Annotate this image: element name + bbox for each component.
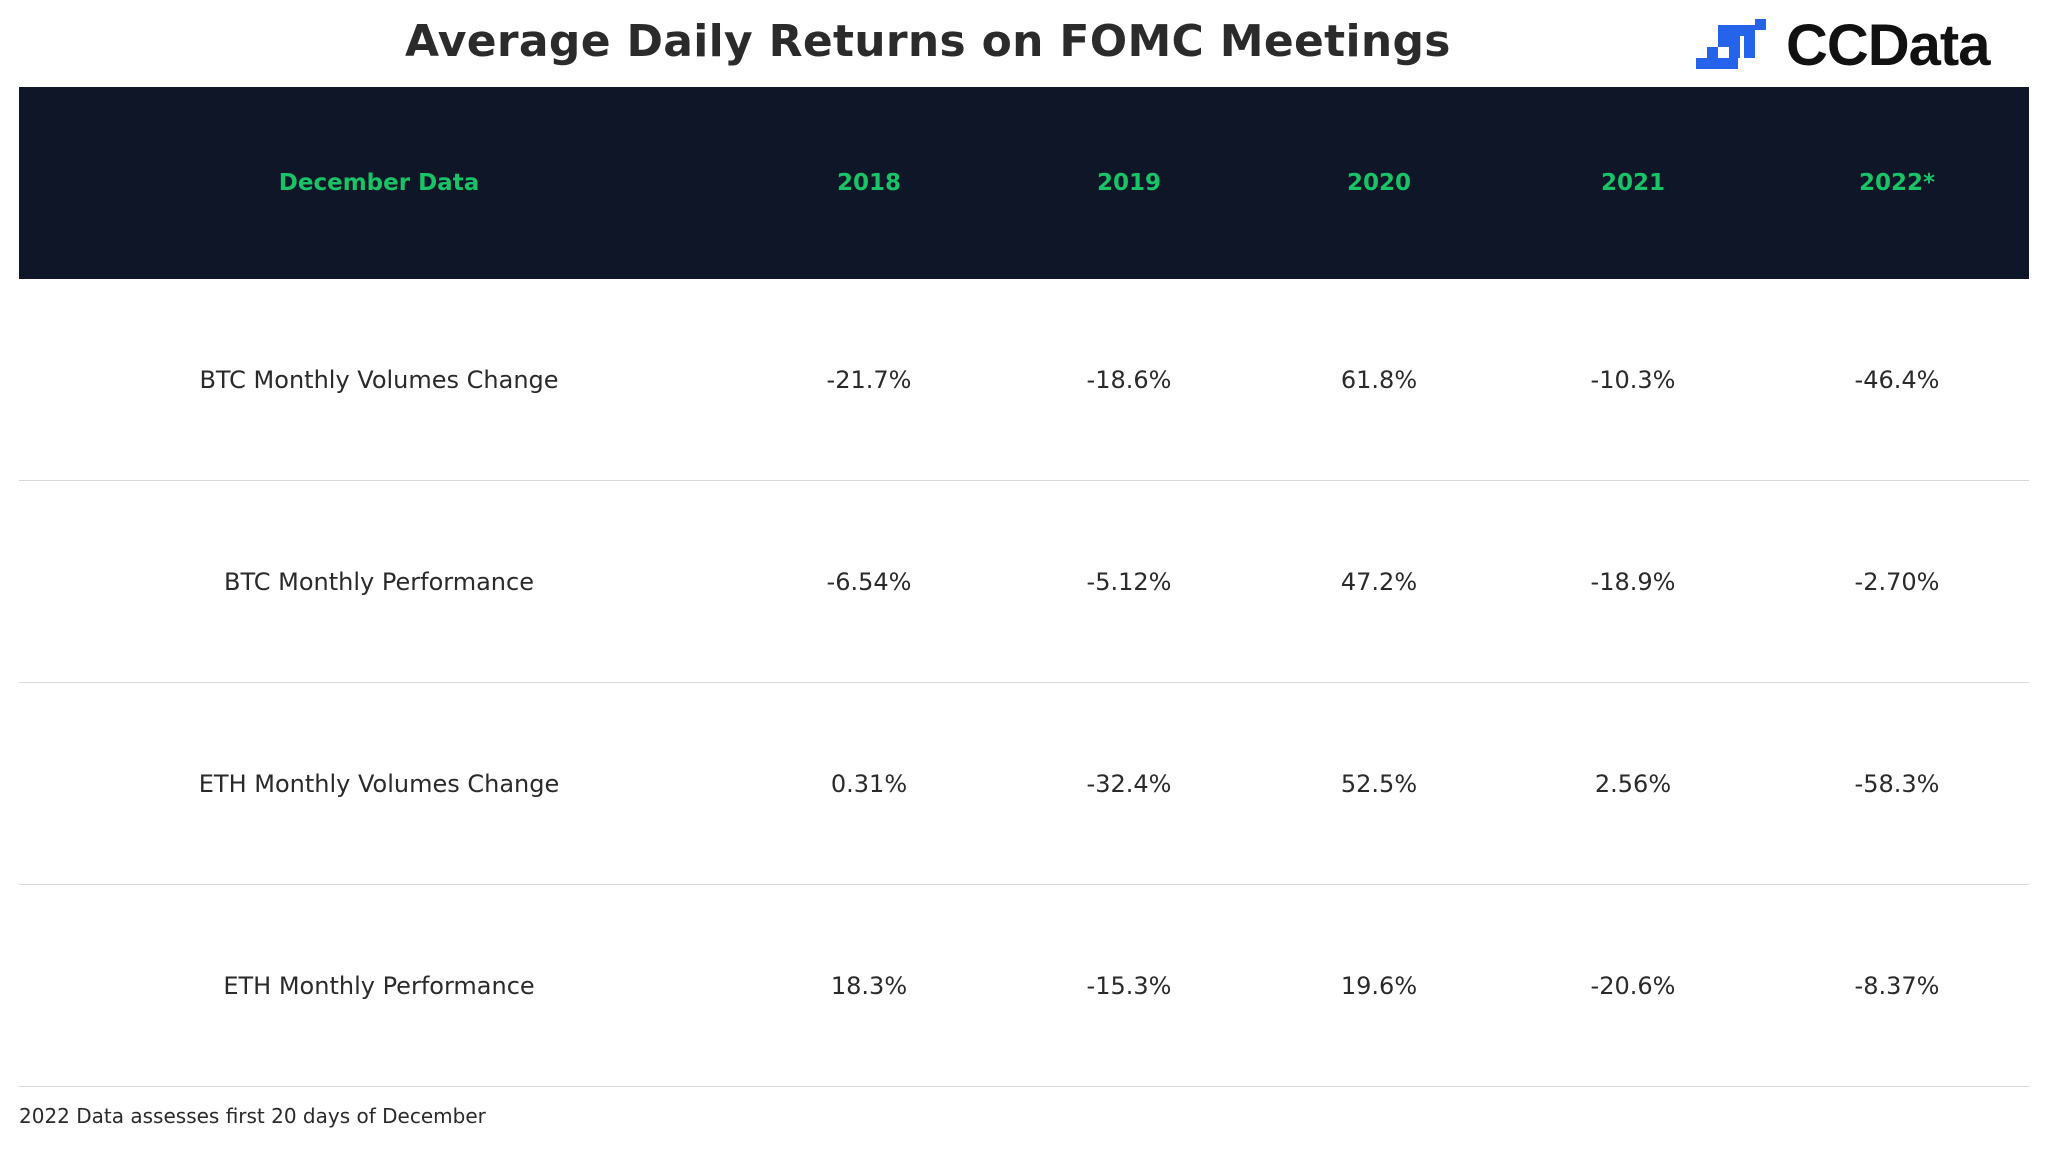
table-cell: 47.2% (1340, 567, 1418, 596)
table-cell: 61.8% (1340, 365, 1418, 394)
brand-name: CCData (1786, 13, 1990, 78)
table-row: ETH Monthly Performance 18.3% -15.3% 19.… (19, 885, 2029, 1087)
column-header: December Data (278, 170, 480, 196)
table-cell: 18.3% (830, 971, 908, 1000)
brand-logo: CCData (1696, 13, 1990, 78)
row-label: BTC Monthly Performance (224, 567, 534, 596)
table-header: December Data 2018 2019 2020 2021 2022* (19, 87, 2029, 279)
column-header: 2021 (1600, 170, 1666, 196)
table-row: ETH Monthly Volumes Change 0.31% -32.4% … (19, 683, 2029, 885)
table-cell: 2.56% (1594, 769, 1672, 798)
table-cell: 19.6% (1340, 971, 1418, 1000)
table-cell: 0.31% (830, 769, 908, 798)
table-cell: -32.4% (1086, 769, 1172, 798)
data-table: December Data 2018 2019 2020 2021 2022* … (19, 87, 2029, 1087)
table-cell: -2.70% (1854, 567, 1940, 596)
table-cell: -20.6% (1590, 971, 1676, 1000)
table-cell: -18.9% (1590, 567, 1676, 596)
row-label: ETH Monthly Volumes Change (198, 769, 560, 798)
column-header: 2018 (836, 170, 902, 196)
table-cell: -6.54% (826, 567, 912, 596)
chart-title: Average Daily Returns on FOMC Meetings (405, 16, 1451, 67)
table-cell: -18.6% (1086, 365, 1172, 394)
row-label: ETH Monthly Performance (223, 971, 535, 1000)
column-header: 2022* (1858, 170, 1936, 196)
ccdata-logo-icon (1696, 19, 1766, 69)
table-cell: -8.37% (1854, 971, 1940, 1000)
table-cell: -58.3% (1854, 769, 1940, 798)
column-header: 2019 (1096, 170, 1162, 196)
table-row: BTC Monthly Volumes Change -21.7% -18.6%… (19, 279, 2029, 481)
table-cell: -46.4% (1854, 365, 1940, 394)
table-cell: -21.7% (826, 365, 912, 394)
footnote: 2022 Data assesses first 20 days of Dece… (19, 1104, 486, 1128)
table-cell: -15.3% (1086, 971, 1172, 1000)
column-header: 2020 (1346, 170, 1412, 196)
row-label: BTC Monthly Volumes Change (199, 365, 559, 394)
table-row: BTC Monthly Performance -6.54% -5.12% 47… (19, 481, 2029, 683)
table-cell: -5.12% (1086, 567, 1172, 596)
table-cell: 52.5% (1340, 769, 1418, 798)
table-cell: -10.3% (1590, 365, 1676, 394)
